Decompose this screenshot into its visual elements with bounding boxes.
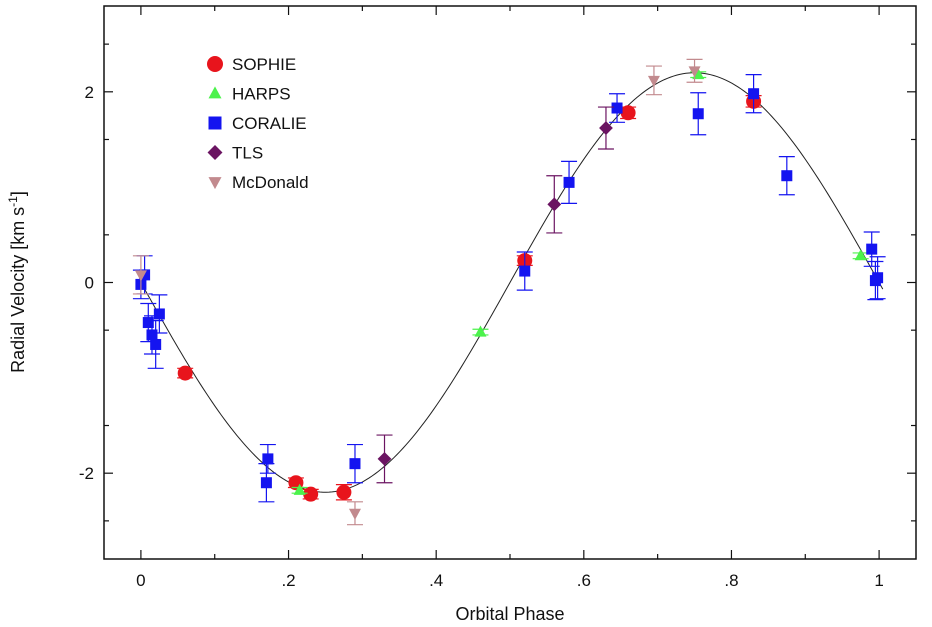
- y-tick-label: -2: [79, 464, 94, 483]
- legend-label-coralie: CORALIE: [232, 114, 307, 133]
- data-point-coralie: [781, 170, 793, 182]
- data-point-coralie: [153, 308, 165, 320]
- legend-marker-harps: [208, 86, 222, 99]
- data-point-tls: [547, 197, 562, 212]
- legend-label-harps: HARPS: [232, 85, 291, 104]
- y-axis-title-suffix: ]: [8, 191, 28, 196]
- data-point-coralie: [692, 108, 704, 120]
- data-point-coralie: [611, 102, 623, 114]
- data-point-coralie: [748, 88, 760, 100]
- series-coralie: [132, 74, 886, 503]
- data-point-coralie: [260, 477, 272, 489]
- data-point-harps: [692, 68, 705, 80]
- data-point-coralie: [139, 269, 151, 281]
- data-point-harps: [854, 249, 867, 261]
- data-point-tls: [599, 121, 613, 135]
- legend-marker-sophie: [207, 56, 223, 72]
- data-point-coralie: [349, 458, 361, 470]
- data-point-mcdonald: [647, 75, 660, 87]
- y-axis-title-superscript: -1: [6, 196, 20, 207]
- data-point-sophie: [336, 484, 352, 500]
- legend-marker-coralie: [208, 116, 222, 130]
- y-tick-label: 2: [85, 83, 94, 102]
- data-point-sophie: [303, 486, 319, 502]
- legend-label-mcdonald: McDonald: [232, 173, 309, 192]
- data-point-sophie: [177, 365, 193, 381]
- series-mcdonald: [132, 58, 703, 526]
- x-tick-label: 1: [874, 571, 883, 590]
- x-tick-label: .2: [281, 571, 295, 590]
- data-point-harps: [474, 325, 487, 337]
- legend-label-tls: TLS: [232, 144, 263, 163]
- data-point-coralie: [146, 329, 158, 341]
- y-tick-label: 0: [85, 274, 94, 293]
- series-sophie: [177, 93, 762, 502]
- data-point-coralie: [866, 243, 878, 255]
- legend-marker-tls: [207, 145, 223, 160]
- data-point-coralie: [262, 453, 274, 465]
- data-point-mcdonald: [348, 508, 361, 520]
- x-tick-label: .8: [724, 571, 738, 590]
- y-axis-title-main: Radial Velocity [km s: [8, 207, 28, 373]
- legend-marker-mcdonald: [208, 177, 222, 190]
- legend-label-sophie: SOPHIE: [232, 55, 296, 74]
- x-tick-label: .6: [577, 571, 591, 590]
- series-tls: [376, 106, 614, 484]
- x-tick-label: .4: [429, 571, 443, 590]
- data-point-sophie: [620, 105, 636, 121]
- data-point-coralie: [150, 338, 162, 350]
- x-axis-title: Orbital Phase: [455, 604, 564, 624]
- data-point-coralie: [519, 265, 531, 277]
- data-point-mcdonald: [688, 66, 701, 78]
- y-axis-title: Radial Velocity [km s-1]: [6, 191, 28, 373]
- data-point-coralie: [872, 272, 884, 284]
- data-point-harps: [293, 483, 306, 495]
- data-point-mcdonald: [134, 270, 147, 282]
- x-tick-label: 0: [136, 571, 145, 590]
- series-harps: [291, 68, 869, 495]
- model-curve: [144, 72, 884, 493]
- data-point-coralie: [563, 176, 575, 188]
- legend: SOPHIE HARPS CORALIE TLS McDonald: [207, 55, 309, 192]
- data-point-coralie: [142, 317, 154, 329]
- data-point-tls: [377, 451, 392, 466]
